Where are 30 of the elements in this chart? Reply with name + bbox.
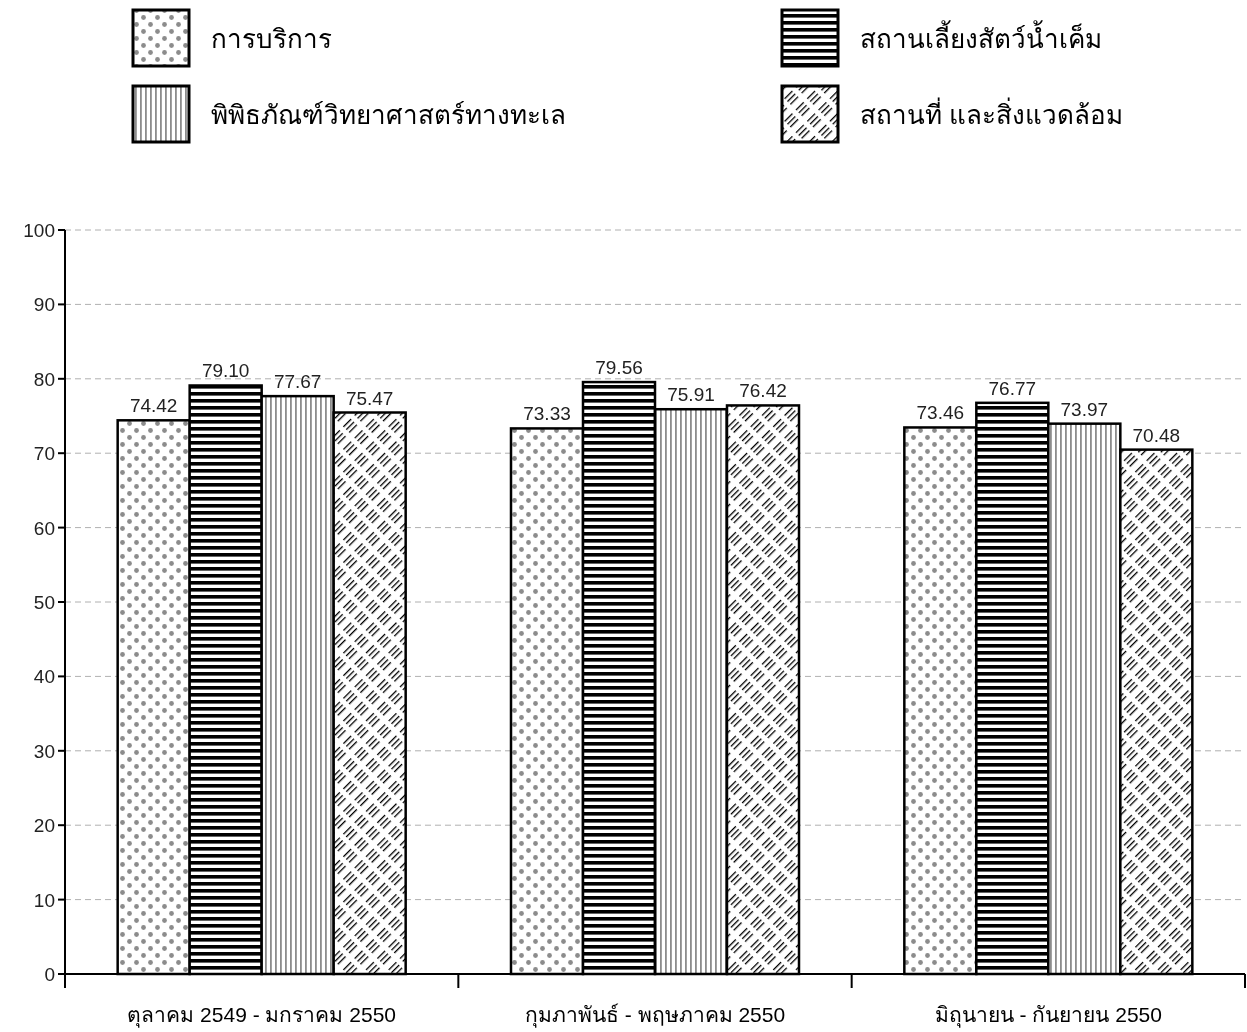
y-tick-label: 10: [33, 889, 55, 911]
data-label: 73.46: [916, 402, 965, 424]
data-label: 76.77: [988, 377, 1037, 399]
data-label: 77.67: [273, 371, 322, 393]
data-label: 74.42: [129, 395, 178, 417]
y-tick-label: 100: [23, 220, 55, 241]
data-label: 79.10: [201, 360, 250, 382]
data-label: 79.56: [595, 357, 643, 379]
y-tick-label: 40: [33, 666, 55, 688]
data-label: 76.42: [739, 380, 787, 402]
x-tick-label: ตุลาคม 2549 - มกราคม 2550: [127, 1003, 397, 1028]
data-label: 70.48: [1132, 424, 1181, 446]
legend-label: สถานเลี้ยงสัตว์น้ำเค็ม: [860, 20, 1102, 54]
data-label: 73.97: [1060, 398, 1109, 420]
y-tick-label: 0: [44, 964, 55, 985]
data-label: 75.47: [345, 387, 394, 409]
y-tick-label: 80: [33, 368, 55, 390]
legend-label: พิพิธภัณฑ์วิทยาศาสตร์ทางทะเล: [211, 100, 566, 130]
y-tick-label: 90: [33, 294, 55, 316]
x-tick-label: มิถุนายน - กันยายน 2550: [934, 1003, 1162, 1028]
y-tick-label: 50: [33, 592, 55, 613]
y-tick-label: 70: [33, 443, 55, 465]
y-tick-label: 20: [33, 815, 55, 837]
legend-label: สถานที่ และสิ่งแวดล้อม: [860, 97, 1124, 130]
x-tick-label: กุมภาพันธ์ - พฤษภาคม 2550: [524, 1003, 786, 1028]
y-tick-label: 60: [33, 517, 55, 539]
y-tick-label: 30: [33, 740, 55, 762]
data-label: 75.91: [667, 384, 715, 406]
legend-label: การบริการ: [211, 24, 332, 54]
data-label: 73.33: [523, 403, 571, 425]
